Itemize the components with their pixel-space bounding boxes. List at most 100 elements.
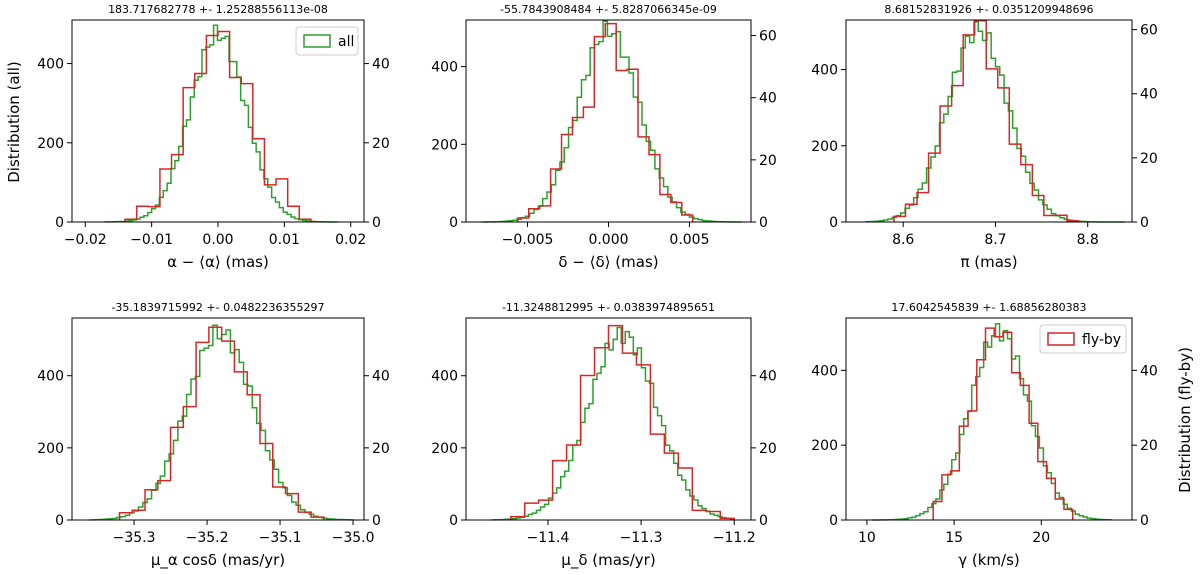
right-y-axis-label: Distribution (fly-by): [1176, 347, 1194, 493]
left-y-tick-label: 0: [829, 513, 838, 529]
legend-swatch: [1047, 332, 1075, 346]
subplot-title: 17.6042545839 +- 1.68856280383: [891, 301, 1086, 314]
subplot-title: -11.3248812995 +- 0.0383974895651: [502, 301, 715, 314]
left-y-axis-label: Distribution (all): [5, 61, 23, 183]
axes-frame: [71, 317, 365, 521]
legend-swatch: [303, 34, 331, 48]
x-tick-label: 0.000: [588, 232, 628, 248]
right-y-tick-label: 0: [372, 513, 381, 529]
left-y-tick-label: 200: [37, 136, 64, 152]
right-y-tick-label: 60: [759, 29, 777, 45]
all-histogram-2: [481, 20, 743, 223]
flyby-histogram-6: [932, 327, 1074, 520]
legend-label: fly-by: [1082, 332, 1121, 348]
left-y-tick-label: 200: [811, 139, 838, 155]
right-y-tick-label: 20: [759, 441, 777, 457]
x-tick-label: −35.3: [113, 530, 156, 546]
subplot-3: 8.6 8.7 8.8 0 200 400 0 20 40 60 8.68152831926 +- …: [811, 3, 1158, 271]
all-histogram-5: [491, 326, 735, 521]
right-y-tick-label: 0: [1140, 215, 1149, 231]
right-y-tick-label: 60: [1140, 23, 1158, 39]
left-y-tick-label: 400: [431, 369, 458, 385]
left-y-tick-label: 0: [449, 215, 458, 231]
left-y-tick-label: 0: [55, 513, 64, 529]
right-y-tick-label: 40: [372, 369, 390, 385]
right-y-tick-label: 0: [759, 513, 768, 529]
subplot-title: -35.1839715992 +- 0.0482236355297: [111, 301, 324, 314]
subplot-4: −35.3 −35.2 −35.1 −35.0020040002040-35.1839…: [37, 301, 390, 570]
x-tick-label: 0.00: [202, 232, 233, 248]
right-y-tick-label: 0: [372, 215, 381, 231]
left-y-tick-label: 400: [37, 57, 64, 73]
subplot-2: −0.005 0.000 0.005 0 200 400 0 20 40 60 -55.784390…: [431, 3, 777, 271]
x-tick-label: 0.01: [269, 232, 300, 248]
x-tick-label: 15: [945, 530, 963, 546]
left-y-tick-label: 400: [811, 363, 838, 379]
x-tick-label: −0.005: [502, 232, 554, 248]
legend: all: [295, 26, 359, 56]
right-y-tick-label: 20: [372, 441, 390, 457]
left-y-tick-label: 200: [431, 441, 458, 457]
x-axis-label: π (mas): [960, 253, 1017, 271]
legend-label: all: [338, 34, 354, 50]
x-tick-label: 8.8: [1077, 232, 1099, 248]
axes-frame: [845, 317, 1133, 521]
all-histogram-4: [89, 324, 354, 521]
axes-frame: [465, 317, 752, 521]
x-tick-label: −0.01: [130, 232, 173, 248]
all-histogram-6: [871, 323, 1112, 521]
subplot-1: −0.02 −0.01 0.00 0.01 0.02 0 200 400 0 20 40 183.71…: [37, 3, 390, 271]
x-tick-label: 0.005: [669, 232, 709, 248]
right-y-tick-label: 20: [1140, 438, 1158, 454]
x-tick-label: −0.02: [64, 232, 107, 248]
left-y-tick-label: 400: [37, 369, 64, 385]
x-tick-label: −35.2: [186, 530, 229, 546]
subplot-title: -55.7843908484 +- 5.8287066345e-09: [500, 3, 717, 16]
subplot-title: 8.68152831926 +- 0.0351209948696: [884, 3, 1093, 16]
flyby-histogram-4: [118, 326, 325, 520]
legend: fly-by: [1039, 324, 1127, 354]
left-y-tick-label: 200: [811, 438, 838, 454]
x-axis-label: γ (km/s): [958, 551, 1020, 569]
right-y-tick-label: 40: [1140, 363, 1158, 379]
axes-frame: [845, 19, 1133, 223]
x-tick-label: 20: [1032, 530, 1050, 546]
right-y-tick-label: 0: [759, 215, 768, 231]
flyby-histogram-2: [517, 22, 694, 222]
x-axis-label: μ_δ (mas/yr): [561, 551, 655, 570]
flyby-histogram-1: [124, 30, 312, 222]
left-y-tick-label: 400: [811, 63, 838, 79]
right-y-tick-label: 40: [1140, 87, 1158, 103]
x-tick-label: 10: [858, 530, 876, 546]
axes-frame: [465, 19, 752, 223]
x-axis-label: α − ⟨α⟩ (mas): [167, 253, 269, 271]
all-histogram-3: [865, 21, 1125, 223]
left-y-tick-label: 0: [55, 215, 64, 231]
subplot-title: 183.717682778 +- 1.25288556113e-08: [108, 3, 328, 16]
x-tick-label: 0.02: [335, 232, 366, 248]
right-y-tick-label: 20: [759, 153, 777, 169]
right-y-tick-label: 0: [1140, 513, 1149, 529]
x-tick-label: −11.4: [527, 530, 570, 546]
legend-box: [1039, 324, 1127, 354]
right-y-tick-label: 20: [372, 136, 390, 152]
right-y-tick-label: 40: [759, 369, 777, 385]
x-tick-label: 8.6: [892, 232, 914, 248]
x-tick-label: −35.0: [332, 530, 375, 546]
right-y-tick-label: 40: [759, 91, 777, 107]
x-axis-label: μ_α cosδ (mas/yr): [151, 551, 285, 570]
x-tick-label: −11.2: [713, 530, 756, 546]
x-tick-label: −35.1: [259, 530, 302, 546]
x-tick-label: 8.7: [984, 232, 1006, 248]
left-y-tick-label: 400: [431, 60, 458, 76]
left-y-tick-label: 0: [829, 215, 838, 231]
left-y-tick-label: 200: [37, 441, 64, 457]
x-tick-label: −11.3: [620, 530, 663, 546]
subplot-5: −11.4 −11.3 −11.2020040002040-11.324881299…: [431, 301, 777, 570]
left-y-tick-label: 0: [449, 513, 458, 529]
left-y-tick-label: 200: [431, 137, 458, 153]
x-axis-label: δ − ⟨δ⟩ (mas): [558, 253, 658, 271]
legend-box: [295, 26, 359, 56]
